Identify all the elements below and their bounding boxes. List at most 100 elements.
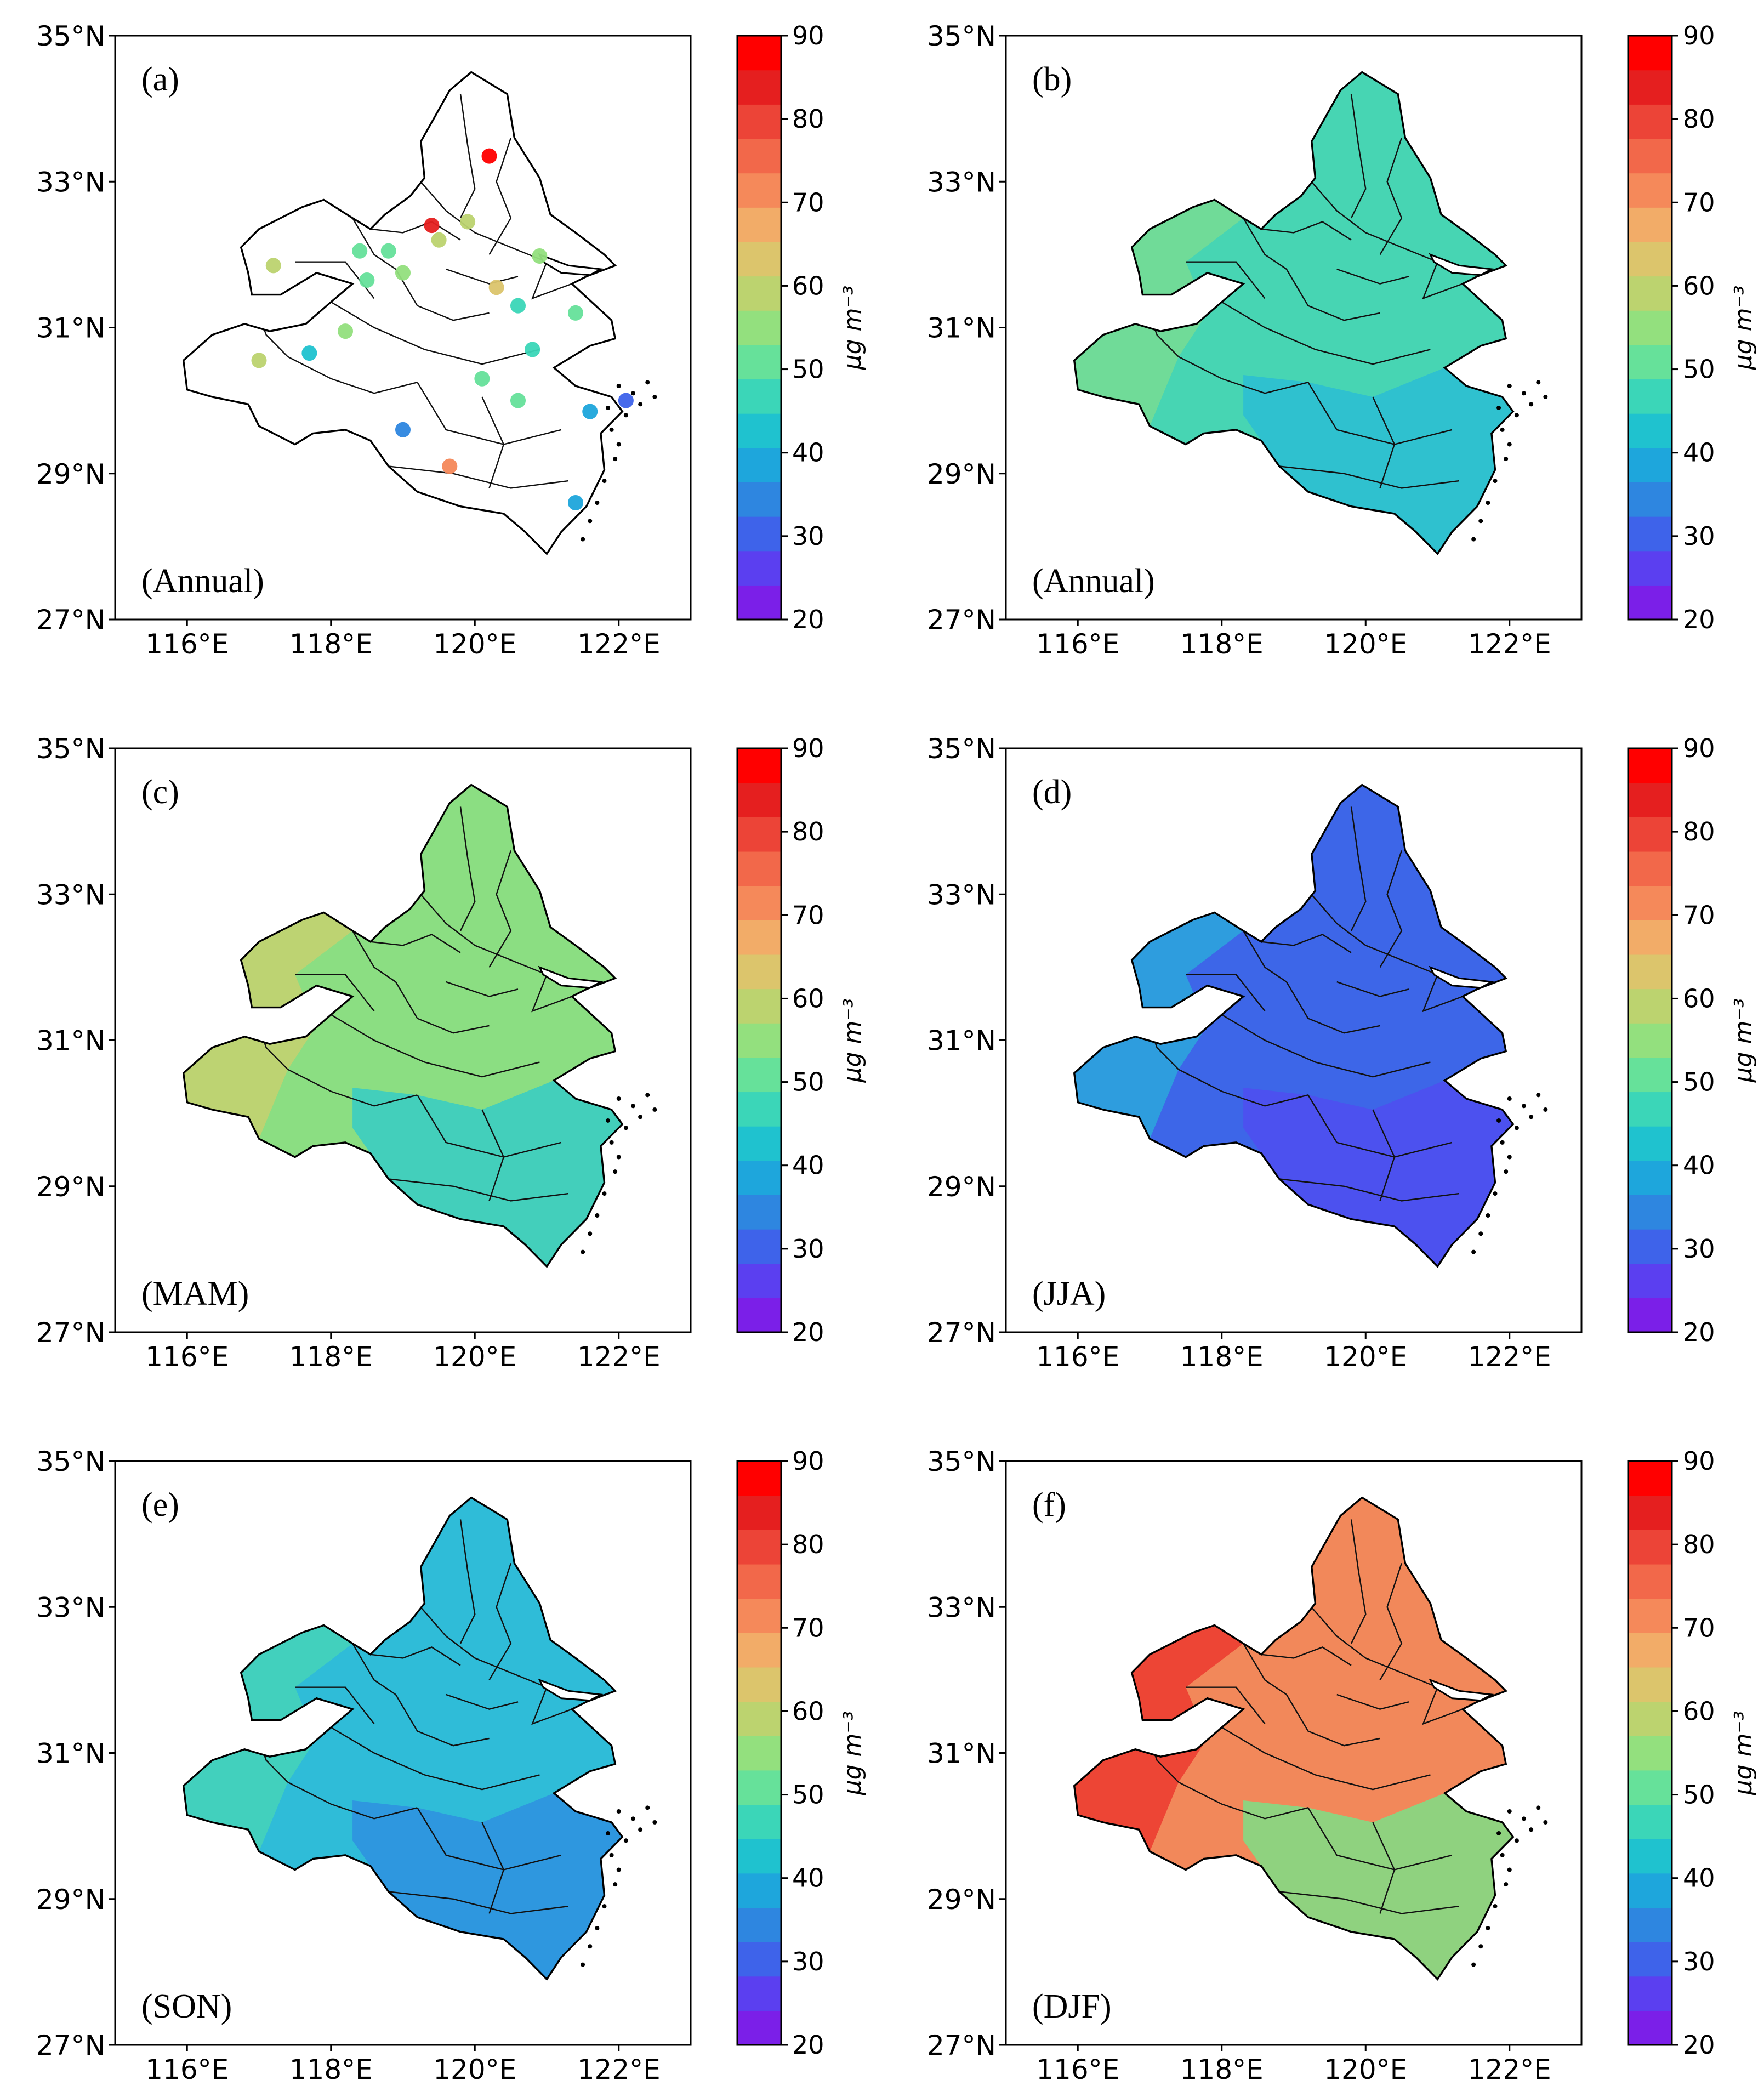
lon-tick-label: 120°E [433, 628, 516, 660]
lat-tick-label: 27°N [927, 2030, 996, 2061]
station-marker [352, 243, 368, 259]
division-line [417, 1602, 547, 1688]
station-marker [251, 353, 267, 368]
colorbar-segment [737, 276, 781, 311]
division-line [488, 1563, 512, 1681]
station-marker [568, 305, 583, 321]
lat-tick-label: 35°N [927, 1446, 996, 1477]
division-line [352, 218, 490, 321]
station-marker [424, 218, 440, 234]
island [1471, 537, 1476, 542]
colorbar-tick-label: 40 [1683, 1151, 1715, 1180]
lon-tick-label: 122°E [577, 1341, 661, 1373]
colorbar-segment [737, 310, 781, 345]
island [588, 1944, 593, 1949]
colorbar-segment [1628, 1701, 1672, 1736]
division-line [388, 1178, 569, 1202]
panel-tag: (d) [1032, 774, 1072, 811]
station-marker [442, 458, 458, 474]
division-line [1307, 1094, 1453, 1158]
colorbar-segment [737, 173, 781, 208]
island [1507, 442, 1512, 447]
colorbar-tick-label: 30 [792, 1947, 824, 1976]
lon-tick-label: 118°E [1180, 628, 1264, 660]
lat-tick-label: 27°N [36, 604, 105, 636]
colorbar-tick-label: 50 [792, 355, 824, 384]
island [1471, 1962, 1476, 1967]
colorbar: 20 30 40 50 60 70 80 90 μg m⁻³ [736, 1446, 867, 2060]
river-estuary [538, 965, 604, 989]
division-boundaries [1142, 94, 1463, 489]
colorbar-segment [737, 1598, 781, 1633]
island [638, 1115, 643, 1119]
colorbar-segment [737, 1564, 781, 1599]
division-line [1350, 806, 1367, 931]
lat-tick-label: 33°N [927, 1592, 996, 1623]
island [606, 1831, 611, 1835]
colorbar-segment [737, 138, 781, 174]
colorbar-segment [1628, 817, 1672, 852]
island [581, 537, 585, 542]
region-fill-south [1243, 367, 1513, 554]
lat-tick-label: 29°N [36, 1884, 105, 1916]
colorbar-tick-label: 80 [792, 1530, 824, 1559]
colorbar-segment [1628, 782, 1672, 817]
division-line [1422, 262, 1463, 300]
island [588, 1231, 593, 1236]
season-label: (Annual) [141, 562, 264, 600]
division-boundaries [251, 1519, 572, 1914]
lat-tick-label: 35°N [36, 20, 105, 52]
river-estuary [1429, 965, 1494, 989]
division-line [417, 1807, 562, 1871]
colorbar-segment [1628, 1667, 1672, 1702]
colorbar-tick-label: 90 [1683, 734, 1715, 763]
island [1500, 1140, 1505, 1145]
colorbar-segment [1628, 550, 1672, 586]
island [581, 1249, 585, 1254]
lat-tick-label: 29°N [36, 458, 105, 490]
island [609, 1852, 614, 1857]
division-line [531, 1687, 572, 1725]
island [616, 442, 621, 447]
island [595, 1926, 600, 1930]
lat-tick-label: 31°N [927, 312, 996, 344]
colorbar: 20 30 40 50 60 70 80 90 μg m⁻³ [1627, 734, 1757, 1347]
island [1543, 394, 1548, 399]
island [613, 1169, 618, 1174]
station-marker [532, 248, 548, 264]
station-marker [510, 298, 526, 314]
colorbar-segment [737, 482, 781, 517]
colorbar-segment [1628, 1092, 1672, 1127]
station-marker [395, 265, 411, 281]
colorbar-segment [737, 1633, 781, 1668]
division-line [1261, 221, 1352, 241]
division-line [446, 1693, 519, 1710]
colorbar-segment [737, 1804, 781, 1839]
island [623, 413, 628, 418]
division-boundaries [1142, 1519, 1463, 1914]
colorbar-tick-label: 90 [1683, 1446, 1715, 1476]
lon-tick-label: 118°E [289, 628, 373, 660]
island [588, 519, 593, 524]
island [1514, 1838, 1519, 1843]
colorbar-segment [1628, 1530, 1672, 1565]
colorbar-segment [737, 988, 781, 1024]
division-line [1336, 1693, 1409, 1710]
island [652, 394, 657, 399]
colorbar-segment [1628, 1976, 1672, 2011]
island [645, 380, 650, 385]
island [1543, 1820, 1548, 1825]
island [1529, 1115, 1534, 1119]
colorbar-tick-label: 50 [1683, 1780, 1715, 1810]
island [1514, 1126, 1519, 1130]
colorbar-segment [737, 1976, 781, 2011]
lat-tick-label: 29°N [36, 1171, 105, 1203]
island [1486, 1926, 1490, 1930]
division-line [1261, 1646, 1352, 1666]
station-marker [474, 371, 490, 387]
station-marker [618, 393, 634, 408]
island [616, 1155, 621, 1160]
colorbar-segment [737, 1057, 781, 1093]
lon-tick-label: 122°E [1468, 2054, 1551, 2085]
division-boundaries [1142, 806, 1463, 1202]
